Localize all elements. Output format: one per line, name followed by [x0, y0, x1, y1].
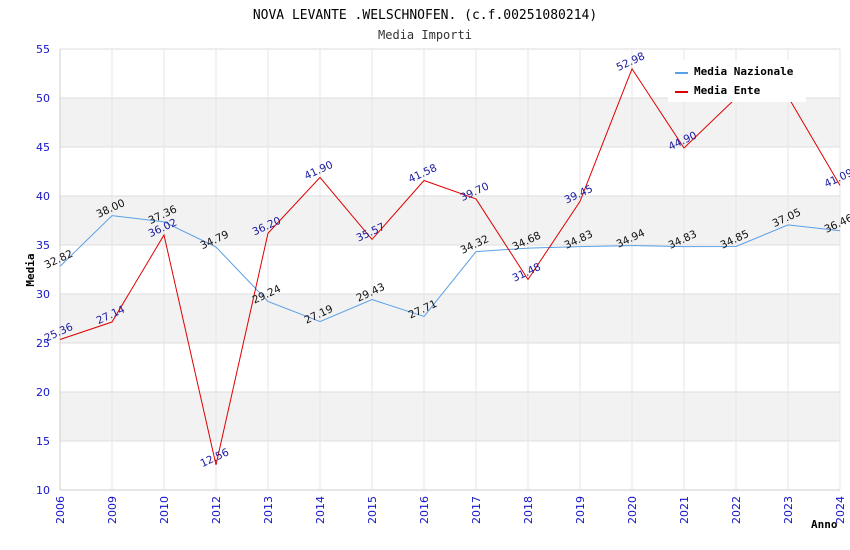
x-tick-label: 2024: [834, 496, 847, 524]
x-tick-label: 2019: [574, 496, 587, 524]
chart-subtitle: Media Importi: [378, 28, 472, 42]
plot-band: [60, 98, 840, 147]
plot-band: [60, 343, 840, 392]
x-tick-label: 2022: [730, 496, 743, 524]
plot-band: [60, 245, 840, 294]
y-tick-label: 10: [36, 484, 50, 497]
x-tick-label: 2014: [314, 496, 327, 524]
x-tick-label: 2018: [522, 496, 535, 524]
chart-title: NOVA LEVANTE .WELSCHNOFEN. (c.f.00251080…: [253, 8, 597, 23]
x-tick-label: 2012: [210, 496, 223, 524]
y-tick-label: 30: [36, 288, 50, 301]
y-tick-label: 35: [36, 239, 50, 252]
x-tick-label: 2020: [626, 496, 639, 524]
y-tick-labels: 10 15 20 25 30 35 40 45 50 55: [36, 43, 50, 497]
x-tick-label: 2021: [678, 496, 691, 524]
y-axis-label: Media: [24, 253, 37, 286]
x-tick-label: 2016: [418, 496, 431, 524]
x-tick-label: 2017: [470, 496, 483, 524]
y-tick-label: 50: [36, 92, 50, 105]
legend-label-ente: Media Ente: [694, 84, 761, 97]
plot-band: [60, 294, 840, 343]
series-line-nazionale: [59, 215, 841, 323]
x-tick-label: 2006: [54, 496, 67, 524]
x-tick-label: 2013: [262, 496, 275, 524]
x-tick-label: 2009: [106, 496, 119, 524]
y-tick-label: 20: [36, 386, 50, 399]
y-tick-label: 55: [36, 43, 50, 56]
y-tick-label: 40: [36, 190, 50, 203]
plot-band: [60, 441, 840, 490]
plot-band: [60, 196, 840, 245]
y-tick-label: 15: [36, 435, 50, 448]
x-tick-label: 2015: [366, 496, 379, 524]
x-tick-label: 2010: [158, 496, 171, 524]
series-lines: [59, 67, 841, 466]
legend-box: [668, 60, 806, 102]
grid-lines: [59, 48, 841, 491]
plot-bands: [60, 49, 840, 490]
plot-band: [60, 147, 840, 196]
legend-label-nazionale: Media Nazionale: [694, 65, 794, 78]
x-tick-label: 2023: [782, 496, 795, 524]
y-tick-label: 25: [36, 337, 50, 350]
y-tick-label: 45: [36, 141, 50, 154]
series-line-ente: [59, 67, 841, 466]
x-axis-label: Anno: [811, 518, 838, 531]
plot-band: [60, 392, 840, 441]
x-tick-labels: 2006 2009 2010 2012 2013 2014 2015 2016 2017 2018…: [54, 496, 847, 524]
